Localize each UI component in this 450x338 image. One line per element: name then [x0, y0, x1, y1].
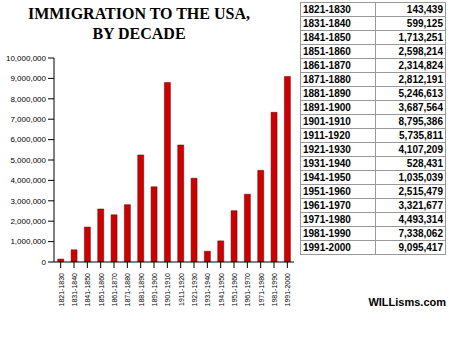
svg-text:2,000,000: 2,000,000 — [10, 217, 46, 226]
html-text:528,431: 528,431 — [406, 157, 443, 169]
html-text:1841-1850: 1841-1850 — [303, 31, 351, 43]
html-text:1991-2000: 1991-2000 — [303, 241, 351, 253]
svg-text:1881-1890: 1881-1890 — [138, 273, 145, 307]
html-text:1971-1980: 1971-1980 — [303, 213, 351, 225]
html-text:1821-1830: 1821-1830 — [303, 3, 351, 15]
html-text:1941-1950: 1941-1950 — [303, 171, 351, 183]
html-text:1861-1870: 1861-1870 — [303, 59, 351, 71]
html-text:1901-1910: 1901-1910 — [303, 115, 351, 127]
html-text:8,795,386: 8,795,386 — [398, 115, 443, 127]
svg-text:1901-1910: 1901-1910 — [164, 273, 171, 307]
svg-text:1931-1940: 1931-1940 — [204, 273, 211, 307]
svg-text:5,000,000: 5,000,000 — [10, 156, 46, 165]
html-text:5,246,613: 5,246,613 — [398, 87, 443, 99]
svg-text:7,000,000: 7,000,000 — [10, 115, 46, 124]
html-text:1981-1990: 1981-1990 — [303, 227, 351, 239]
svg-text:1911-1920: 1911-1920 — [178, 273, 185, 306]
html-text:1831-1840: 1831-1840 — [303, 17, 351, 29]
html-text:1,713,251: 1,713,251 — [398, 31, 443, 43]
html-text:4,493,314: 4,493,314 — [398, 213, 443, 225]
html-text:2,515,479: 2,515,479 — [398, 185, 443, 197]
html-text:599,125: 599,125 — [406, 17, 443, 29]
html-text:1961-1970: 1961-1970 — [303, 199, 351, 211]
html-text:5,735,811: 5,735,811 — [399, 129, 443, 141]
svg-text:1831-1840: 1831-1840 — [71, 273, 78, 307]
html-text:1911-1920: 1911-1920 — [303, 129, 351, 141]
svg-text:3,000,000: 3,000,000 — [10, 197, 46, 206]
svg-text:1951-1960: 1951-1960 — [231, 273, 238, 307]
svg-text:9,000,000: 9,000,000 — [10, 74, 46, 83]
svg-text:1971-1980: 1971-1980 — [258, 273, 265, 307]
html-text:2,598,214: 2,598,214 — [398, 45, 443, 57]
svg-text:0: 0 — [42, 258, 47, 267]
svg-text:8,000,000: 8,000,000 — [10, 95, 46, 104]
svg-text:4,000,000: 4,000,000 — [10, 176, 46, 185]
svg-text:1851-1860: 1851-1860 — [98, 273, 105, 307]
html-text:9,095,417: 9,095,417 — [398, 241, 443, 253]
svg-text:1991-2000: 1991-2000 — [284, 273, 291, 307]
html-text:1,035,039: 1,035,039 — [398, 171, 443, 183]
svg-text:1921-1930: 1921-1930 — [191, 273, 198, 307]
html-text:1921-1930: 1921-1930 — [303, 143, 351, 155]
html-text:WILLisms.com: WILLisms.com — [368, 296, 446, 308]
html-text:1931-1940: 1931-1940 — [303, 157, 351, 169]
svg-text:1981-1990: 1981-1990 — [271, 273, 278, 307]
html-text:2,812,191: 2,812,191 — [398, 73, 443, 85]
html-text:4,107,209: 4,107,209 — [398, 143, 443, 155]
html-text:IMMIGRATION TO THE USA, BY DEC: IMMIGRATION TO THE USA, BY DECADE — [28, 5, 250, 42]
svg-text:10,000,000: 10,000,000 — [8, 54, 47, 63]
html-text:1871-1880: 1871-1880 — [303, 73, 351, 85]
html-text:1881-1890: 1881-1890 — [303, 87, 351, 99]
svg-text:1961-1970: 1961-1970 — [244, 273, 251, 307]
svg-text:1871-1880: 1871-1880 — [124, 273, 131, 307]
svg-text:1821-1830: 1821-1830 — [58, 273, 65, 307]
html-text:1951-1960: 1951-1960 — [303, 185, 351, 197]
svg-text:1941-1950: 1941-1950 — [218, 273, 225, 307]
svg-text:1891-1900: 1891-1900 — [151, 273, 158, 307]
svg-text:1861-1870: 1861-1870 — [111, 273, 118, 307]
html-text:143,439: 143,439 — [406, 3, 443, 15]
html-text:1851-1860: 1851-1860 — [303, 45, 351, 57]
html-text:7,338,062: 7,338,062 — [398, 227, 443, 239]
svg-text:1,000,000: 1,000,000 — [10, 237, 46, 246]
svg-text:1841-1850: 1841-1850 — [84, 273, 91, 307]
html-text:3,321,677: 3,321,677 — [398, 199, 443, 211]
html-text:2,314,824: 2,314,824 — [398, 59, 443, 71]
svg-text:6,000,000: 6,000,000 — [10, 135, 46, 144]
html-text:3,687,564: 3,687,564 — [398, 101, 443, 113]
html-text:1891-1900: 1891-1900 — [303, 101, 351, 113]
